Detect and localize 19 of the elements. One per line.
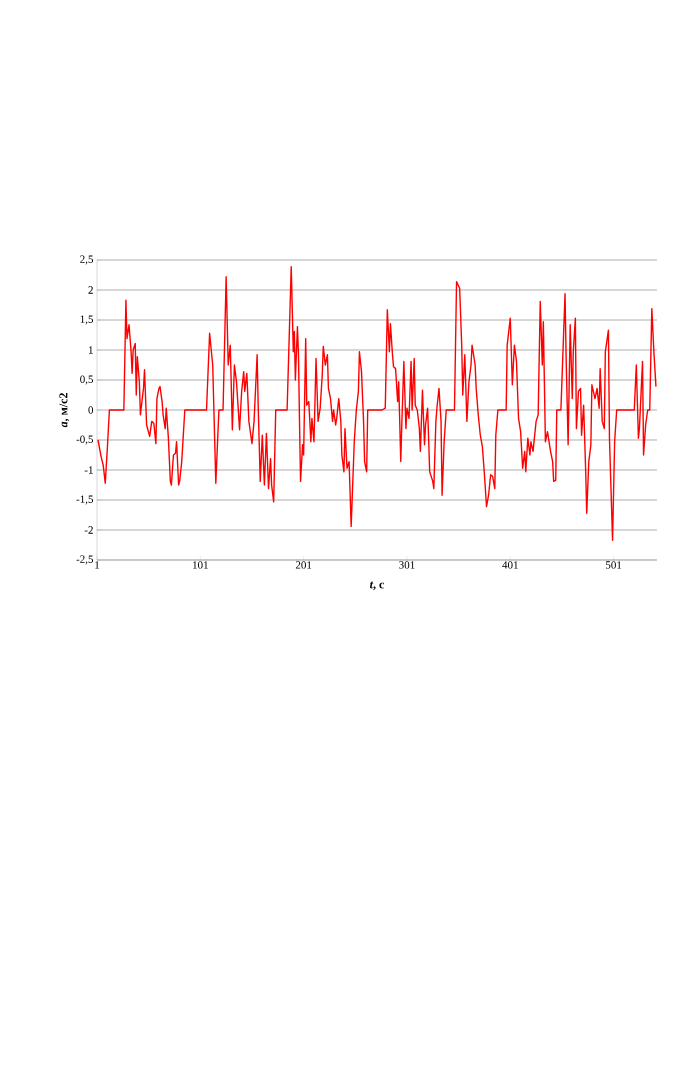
- y-tick-label: -2: [84, 526, 93, 534]
- y-tick-label: 1,5: [80, 315, 94, 325]
- y-tick-label: 0,5: [80, 375, 94, 385]
- x-tick-label: 201: [295, 561, 312, 569]
- y-tick-label: -2,5: [76, 555, 94, 565]
- y-tick-label: 0: [88, 406, 94, 414]
- y-axis-title: a, м/с2: [59, 393, 70, 428]
- x-tick-label: 1: [95, 561, 100, 569]
- x-tick-label: 101: [193, 561, 208, 569]
- x-axis-title: t, с: [370, 581, 385, 591]
- y-tick-label: -0,5: [76, 435, 94, 445]
- x-tick-label: 401: [502, 561, 518, 569]
- y-tick-label: -1: [84, 466, 93, 474]
- y-tick-label: 1: [88, 346, 93, 354]
- y-tick-label: -1,5: [76, 495, 94, 505]
- x-tick-label: 501: [605, 561, 622, 569]
- x-tick-label: 301: [399, 561, 415, 569]
- y-tick-label: 2,5: [80, 255, 94, 265]
- y-tick-label: 2: [88, 286, 93, 294]
